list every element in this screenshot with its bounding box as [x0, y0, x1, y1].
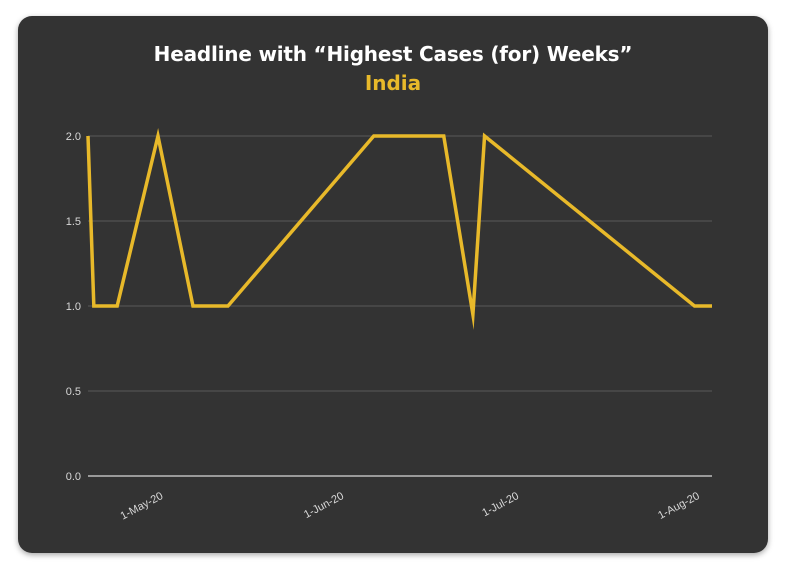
x-axis-labels: 1-May-20 1-Jun-20 1-Jul-20 1-Aug-20 — [119, 490, 702, 522]
y-tick-label: 0.0 — [66, 471, 81, 483]
x-tick-label: 1-May-20 — [119, 490, 166, 522]
series-layer — [86, 127, 712, 330]
x-tick-label: 1-Jul-20 — [480, 490, 521, 519]
chart-card: Headline with “Highest Cases (for) Weeks… — [18, 16, 768, 553]
y-tick-label: 1.5 — [66, 216, 81, 228]
chart-subtitle: India — [364, 71, 422, 95]
chart-title: Headline with “Highest Cases (for) Weeks… — [153, 42, 633, 66]
y-tick-label: 2.0 — [66, 131, 81, 143]
x-tick-label: 1-Jun-20 — [302, 490, 346, 521]
x-tick-label: 1-Aug-20 — [656, 490, 702, 522]
grid-layer — [88, 135, 712, 477]
y-tick-label: 1.0 — [66, 301, 81, 313]
y-tick-label: 0.5 — [66, 386, 81, 398]
line-chart: 0.0 0.5 1.0 1.5 2.0 1-May-20 1-Jun-20 1-Jul-20… — [66, 127, 712, 522]
series-line — [86, 127, 712, 330]
y-axis-labels: 0.0 0.5 1.0 1.5 2.0 — [66, 131, 81, 483]
